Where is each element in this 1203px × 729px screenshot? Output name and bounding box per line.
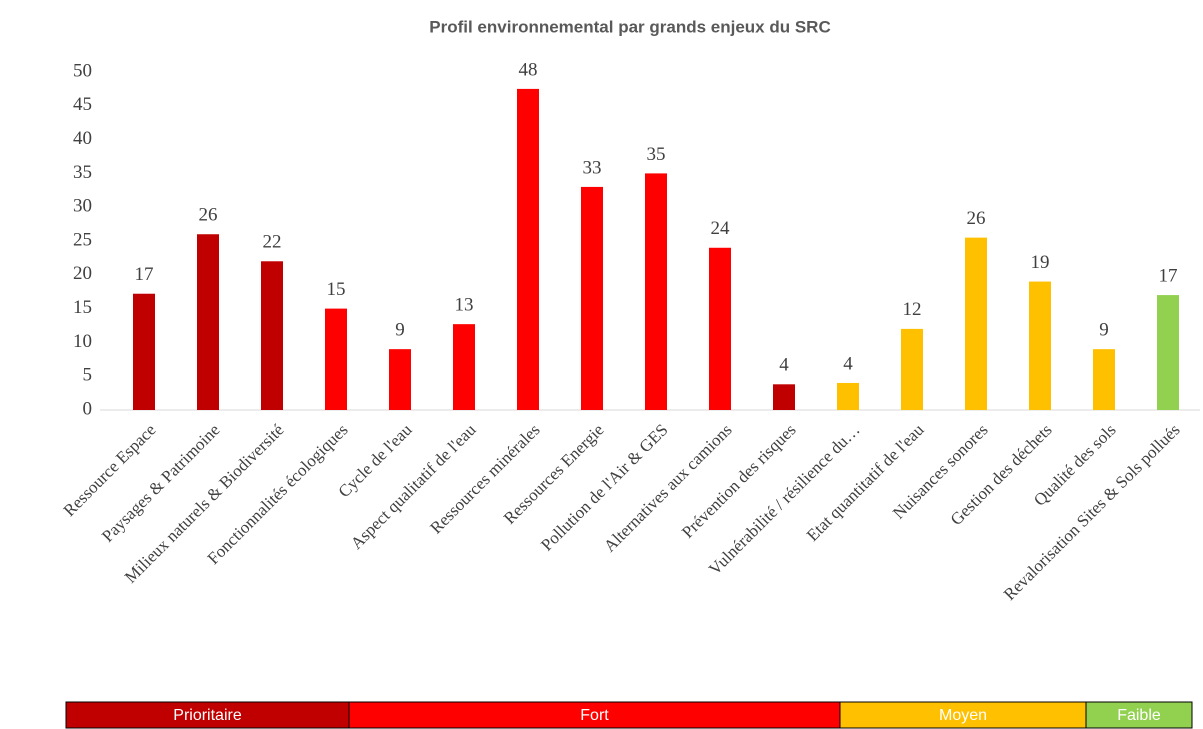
x-tick-label: Etat quantitatif de l'eau	[803, 420, 928, 545]
value-label: 9	[1099, 320, 1109, 341]
bar	[901, 328, 923, 410]
value-label: 24	[711, 218, 731, 239]
x-tick-label: Alternatives aux camions	[600, 420, 736, 556]
x-tick-label: Paysages & Patrimoine	[98, 420, 224, 546]
value-label: 26	[967, 208, 986, 229]
value-label: 48	[519, 59, 538, 80]
y-tick-label: 35	[73, 162, 92, 183]
y-tick-label: 20	[73, 263, 92, 284]
value-label: 26	[199, 205, 218, 226]
bar	[197, 234, 219, 410]
value-label: 19	[1031, 252, 1050, 273]
bar	[581, 186, 603, 410]
legend-band	[65, 701, 350, 729]
value-label: 15	[327, 279, 346, 300]
bar	[1029, 281, 1051, 410]
bar	[645, 173, 667, 410]
y-tick-label: 15	[73, 297, 92, 318]
x-tick-label: Ressources minérales	[426, 420, 543, 537]
bar	[1157, 295, 1179, 410]
y-tick-label: 10	[73, 331, 92, 352]
x-tick-label: Pollution de l'Air & GES	[537, 420, 671, 554]
y-tick-label: 45	[73, 94, 92, 115]
legend-band	[1085, 701, 1193, 729]
bar	[133, 293, 155, 410]
value-label: 4	[843, 353, 853, 374]
bar	[517, 88, 539, 411]
bar	[453, 324, 475, 410]
bar	[1093, 349, 1115, 410]
value-label: 12	[903, 299, 922, 320]
y-tick-label: 0	[83, 398, 93, 419]
legend-label: Fort	[580, 707, 609, 724]
x-tick-label: Prévention des risques	[678, 420, 800, 542]
legend-band	[839, 701, 1087, 729]
value-label: 9	[395, 320, 405, 341]
bar	[965, 237, 987, 410]
bar	[709, 247, 731, 410]
value-label: 13	[455, 295, 474, 316]
y-tick-label: 5	[83, 365, 93, 386]
x-tick-label: Aspect qualitatif de l'eau	[347, 420, 480, 553]
y-tick-label: 30	[73, 196, 92, 217]
bar	[389, 349, 411, 410]
value-label: 35	[647, 144, 666, 165]
bar	[261, 261, 283, 410]
value-label: 17	[1159, 265, 1178, 286]
chart-title: Profil environnemental par grands enjeux…	[429, 17, 830, 36]
bar	[773, 384, 795, 410]
bar	[325, 308, 347, 410]
value-label: 17	[135, 264, 154, 285]
bar	[837, 382, 859, 410]
value-label: 22	[263, 232, 282, 253]
y-tick-label: 50	[73, 60, 92, 81]
legend-label: Moyen	[939, 707, 987, 724]
y-tick-label: 25	[73, 229, 92, 250]
legend-label: Prioritaire	[173, 707, 242, 724]
y-tick-label: 40	[73, 128, 92, 149]
value-label: 33	[583, 157, 602, 178]
legend-label: Faible	[1117, 707, 1161, 724]
value-label: 4	[779, 355, 789, 376]
